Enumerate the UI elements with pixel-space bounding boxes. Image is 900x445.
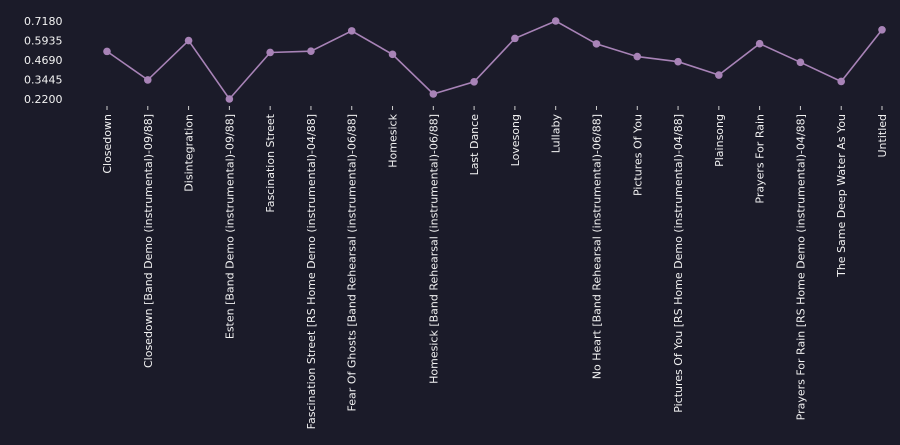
y-tick-label: 0.2200 bbox=[24, 93, 63, 106]
data-point bbox=[592, 40, 601, 48]
data-point bbox=[225, 95, 234, 103]
x-tick-label: The Same Deep Water As You bbox=[835, 114, 848, 278]
data-point bbox=[347, 27, 356, 35]
x-tick-label: Lullaby bbox=[550, 114, 563, 154]
data-point bbox=[755, 39, 764, 48]
y-tick-label: 0.7180 bbox=[24, 15, 63, 28]
x-tick-label: Closedown bbox=[101, 114, 114, 174]
x-tick-label: Fascination Street [RS Home Demo (instru… bbox=[305, 114, 318, 429]
data-point bbox=[307, 47, 315, 56]
x-tick-label: Prayers For Rain [RS Home Demo (instrume… bbox=[794, 114, 807, 420]
x-tick-label: Pictures Of You bbox=[631, 114, 644, 196]
y-tick-label: 0.5935 bbox=[24, 35, 63, 48]
x-tick-label: Disintegration bbox=[183, 114, 196, 192]
data-point bbox=[551, 17, 560, 25]
data-point bbox=[511, 34, 519, 43]
x-tick-label: Prayers For Rain bbox=[754, 114, 767, 204]
x-tick-label: Homesick [Band Rehearsal (instrumental)-… bbox=[427, 114, 440, 384]
x-tick-label: Lovesong bbox=[509, 114, 522, 166]
x-tick-label: Plainsong bbox=[713, 114, 726, 167]
data-point bbox=[633, 52, 642, 61]
x-tick-label: Homesick bbox=[387, 113, 400, 167]
x-tick-label: Closedown [Band Demo (instrumental)-09/8… bbox=[142, 114, 155, 368]
data-point bbox=[837, 77, 846, 86]
data-point bbox=[184, 36, 193, 45]
data-point bbox=[103, 47, 111, 56]
x-tick-label: Last Dance bbox=[468, 114, 481, 176]
x-tick-label: Fascination Street bbox=[264, 113, 277, 212]
x-tick-label: Pictures Of You [RS Home Demo (instrumen… bbox=[672, 114, 685, 413]
data-point bbox=[796, 58, 805, 67]
series-line bbox=[106, 20, 883, 101]
data-point bbox=[429, 90, 438, 98]
data-point bbox=[266, 48, 274, 57]
x-tick-label: Untitled bbox=[876, 114, 889, 158]
x-tick-label: Esten [Band Demo (instrumental)-09/88] bbox=[223, 114, 236, 339]
data-point bbox=[715, 71, 723, 79]
data-point bbox=[143, 76, 152, 84]
data-point bbox=[878, 25, 886, 34]
y-tick-label: 0.4690 bbox=[24, 54, 63, 67]
x-tick-label: Fear Of Ghosts [Band Rehearsal (instrume… bbox=[346, 114, 359, 411]
x-tick-label: No Heart [Band Rehearsal (instrumental)-… bbox=[590, 114, 603, 379]
y-tick-label: 0.3445 bbox=[24, 74, 63, 87]
data-point bbox=[388, 50, 397, 59]
data-point bbox=[470, 77, 478, 86]
data-point bbox=[674, 57, 682, 66]
